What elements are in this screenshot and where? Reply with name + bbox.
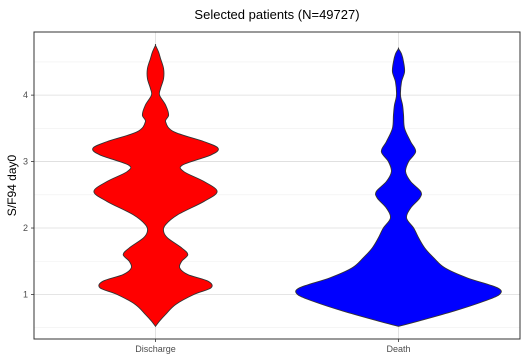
x-tick-label-death: Death [386,344,410,354]
y-tick-label: 1 [23,289,28,299]
y-tick-label: 4 [23,90,28,100]
y-axis-ticks: 1 2 3 4 [23,90,34,299]
y-tick-label: 3 [23,157,28,167]
y-tick-label: 2 [23,223,28,233]
x-tick-label-discharge: Discharge [135,344,176,354]
y-axis-label: S/F94 day0 [5,154,19,216]
violin-discharge [92,44,219,328]
x-axis-ticks: Discharge Death [135,339,411,354]
violin-death [295,47,502,327]
violins [92,44,502,328]
chart-title: Selected patients (N=49727) [194,7,359,22]
plot-panel [33,31,521,340]
